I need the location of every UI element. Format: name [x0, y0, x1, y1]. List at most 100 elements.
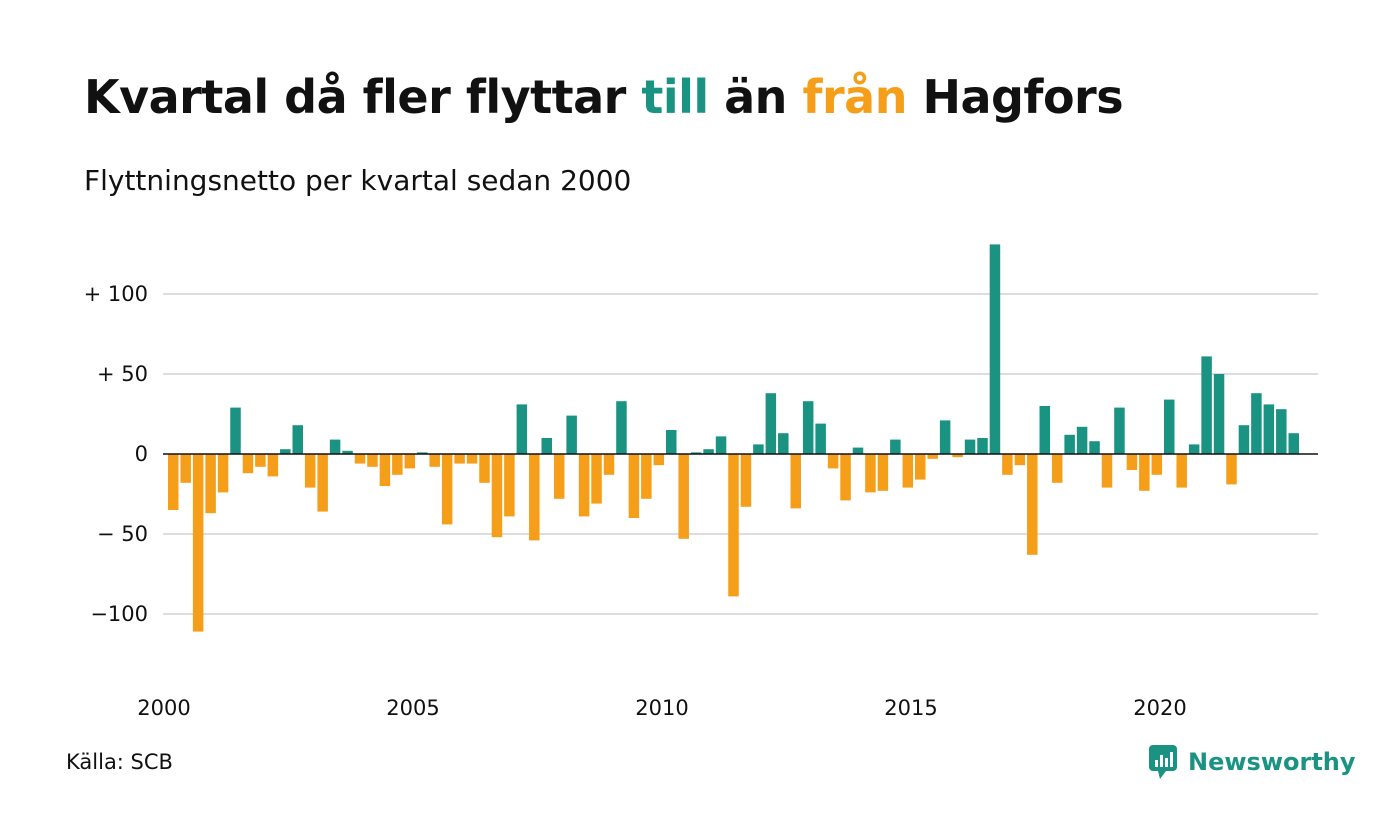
bar — [1263, 404, 1275, 454]
bar — [1051, 454, 1063, 483]
x-tick-label: 2010 — [635, 696, 688, 720]
bar — [1039, 406, 1050, 454]
bar — [915, 454, 926, 480]
bar — [827, 454, 839, 469]
bar — [1101, 454, 1113, 488]
bar — [740, 454, 752, 507]
title-part-3: Hagfors — [906, 70, 1124, 124]
bar — [566, 415, 577, 454]
bar — [939, 420, 951, 454]
bar — [205, 454, 216, 514]
bar — [441, 454, 453, 525]
bar — [255, 454, 266, 467]
y-tick-label: + 100 — [84, 282, 148, 306]
bar — [1164, 399, 1175, 454]
y-tick-label: −100 — [90, 602, 148, 626]
bar — [902, 454, 914, 488]
bar — [616, 401, 627, 454]
bar — [379, 454, 391, 486]
bar — [292, 425, 303, 454]
newsworthy-logo: Newsworthy — [1148, 744, 1356, 780]
bar — [504, 454, 515, 517]
bar — [1201, 356, 1212, 454]
bar — [1213, 374, 1225, 454]
bar — [354, 454, 366, 464]
bar — [653, 454, 665, 466]
bar — [877, 454, 889, 491]
chart-subtitle: Flyttningsnetto per kvartal sedan 2000 — [84, 164, 632, 197]
bar — [242, 454, 254, 474]
title-highlight-fran: från — [802, 70, 907, 124]
bar-chart: + 100 + 50 0 − 50 −100 2000 2005 2010 2015 2020 — [84, 244, 1318, 720]
bar — [1151, 454, 1163, 475]
bar — [529, 454, 540, 541]
bar — [703, 449, 714, 454]
bar — [1276, 409, 1287, 454]
bar — [192, 454, 204, 632]
bar — [1139, 454, 1150, 491]
bar — [964, 439, 976, 454]
bar — [1064, 434, 1075, 454]
bar — [168, 454, 179, 510]
bar — [1002, 454, 1013, 475]
bar — [790, 454, 801, 509]
bar — [1176, 454, 1187, 488]
bar — [977, 438, 988, 454]
bar — [989, 244, 1001, 454]
bar — [952, 454, 963, 458]
bar — [541, 438, 552, 454]
bar — [628, 454, 640, 518]
title-part-2: än — [708, 70, 803, 124]
bar — [728, 454, 739, 597]
bar — [715, 436, 727, 454]
bar — [404, 454, 416, 469]
x-tick-label: 2005 — [386, 696, 439, 720]
source-note: Källa: SCB — [66, 750, 173, 774]
bar — [927, 454, 938, 459]
bar — [753, 444, 764, 454]
bar — [1076, 426, 1088, 454]
bar — [1288, 433, 1299, 454]
bar — [267, 454, 279, 477]
bar — [1226, 454, 1237, 485]
bar — [802, 401, 814, 454]
bar — [417, 452, 428, 454]
bar — [840, 454, 851, 501]
y-tick-label: − 50 — [97, 522, 148, 546]
bar — [392, 454, 403, 475]
bar — [1027, 454, 1038, 555]
bar — [1114, 407, 1125, 454]
bar — [553, 454, 565, 499]
x-tick-label: 2020 — [1133, 696, 1186, 720]
bar — [342, 450, 353, 454]
bar — [1126, 454, 1138, 470]
bar — [778, 433, 789, 454]
title-highlight-till: till — [641, 70, 709, 124]
bar — [890, 439, 901, 454]
bar — [367, 454, 378, 467]
bar — [429, 454, 440, 467]
chart-title: Kvartal då fler flyttar till än från Hag… — [84, 70, 1124, 124]
bar — [1014, 454, 1026, 466]
bar — [491, 454, 503, 538]
newsworthy-logo-icon — [1149, 745, 1177, 779]
bar — [591, 454, 602, 504]
bar — [678, 454, 689, 539]
bar — [865, 454, 876, 493]
bar — [1251, 393, 1262, 454]
bar — [516, 404, 528, 454]
bar — [230, 407, 241, 454]
x-tick-label: 2015 — [884, 696, 937, 720]
bar — [466, 454, 478, 464]
bar — [765, 393, 777, 454]
bar — [603, 454, 615, 475]
bar — [815, 423, 826, 454]
y-tick-label: 0 — [135, 442, 148, 466]
logo-text: Newsworthy — [1188, 748, 1356, 776]
bar — [690, 452, 702, 454]
bar — [1188, 444, 1200, 454]
bar — [578, 454, 590, 517]
bar — [1238, 425, 1250, 454]
bar — [304, 454, 316, 488]
bar — [180, 454, 191, 483]
